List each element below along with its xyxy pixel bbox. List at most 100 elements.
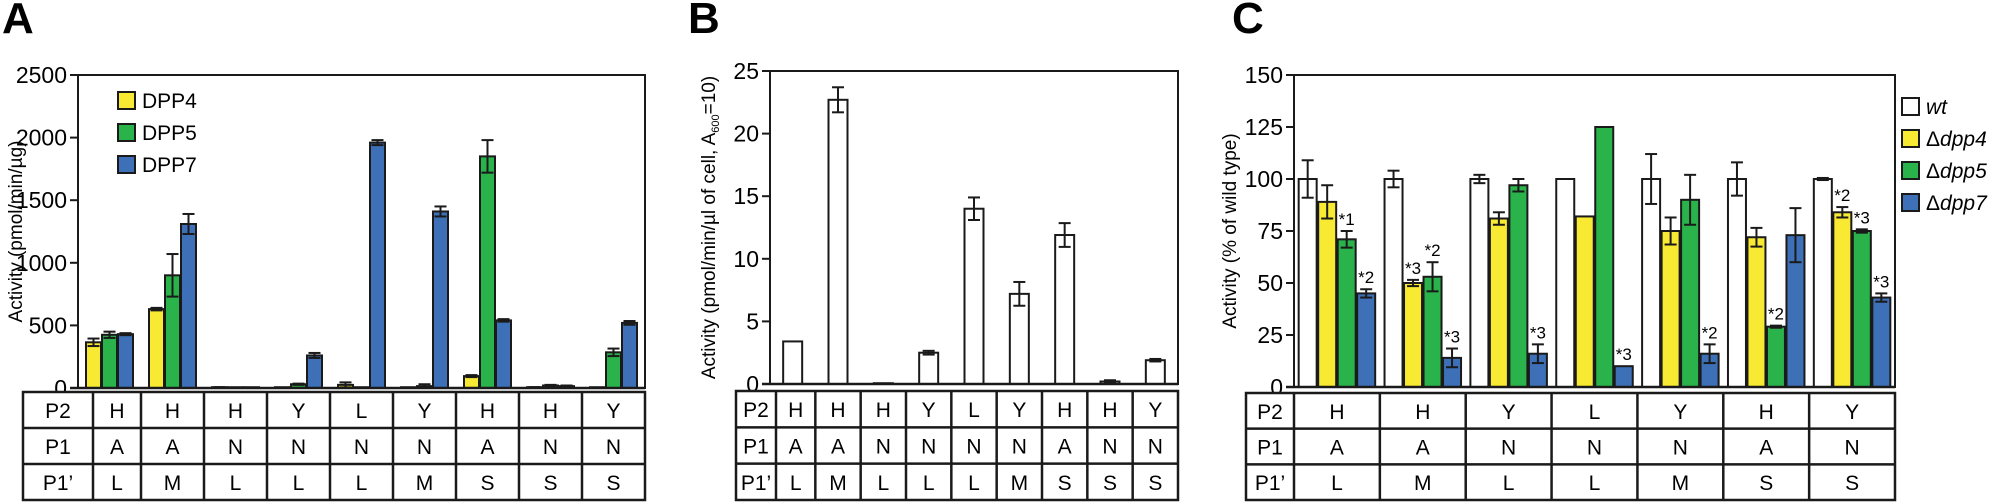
y-axis-label: Activity (% of wild type) (1220, 133, 1241, 328)
table-cell: L (1589, 401, 1601, 424)
table-cell: H (830, 399, 845, 422)
table-cell: N (1673, 437, 1688, 460)
residue-table-c: P2 H H Y L Y H Y P1 A A N N N A N P1’ L M L L M S S (1244, 391, 1897, 502)
bar-wt (1297, 178, 1318, 388)
table-cell: N (1148, 436, 1163, 459)
bar-wt (1383, 178, 1404, 388)
table-cell: L (923, 472, 935, 495)
table-cell: A (1330, 437, 1344, 460)
y-tick-label: 2000 (16, 125, 67, 151)
bar-dpp7 (432, 210, 449, 389)
table-cell: Y (606, 400, 620, 423)
table-cell: H (109, 400, 124, 423)
legend-label: wt (1926, 96, 1948, 119)
legend-label: Δdpp4 (1926, 128, 1987, 151)
table-cell: S (1103, 472, 1117, 495)
table-cell: A (480, 436, 494, 459)
significance-annotation: *3 (1405, 259, 1421, 278)
table-cell: Y (417, 400, 431, 423)
legend-label: Δdpp5 (1926, 160, 1987, 183)
table-cell: N (417, 436, 432, 459)
legend-label: Δdpp7 (1926, 192, 1988, 215)
table-cell: S (1058, 472, 1072, 495)
table-cell: M (1414, 472, 1432, 495)
table-cell: H (1057, 399, 1072, 422)
y-tick-label: 100 (1245, 166, 1283, 192)
table-cell: A (1416, 437, 1430, 460)
y-tick-label: 1000 (16, 250, 67, 276)
legend-swatch (117, 123, 136, 142)
table-row-label: P1’ (43, 472, 73, 495)
significance-annotation: *2 (1358, 268, 1374, 287)
table-cell: Y (922, 399, 936, 422)
table-row-label: P1 (45, 436, 71, 459)
table-cell: N (606, 436, 621, 459)
bar-wt (1555, 178, 1576, 388)
y-tick-label: 20 (733, 121, 759, 147)
y-tick-label: 1500 (16, 187, 67, 213)
y-tick-label: 2500 (16, 62, 67, 88)
bar-dpp5 (1680, 198, 1701, 388)
bar-dpp7 (180, 222, 197, 389)
table-row-label: P1 (1257, 437, 1283, 460)
table-cell: S (1845, 472, 1859, 495)
y-tick-label: 15 (733, 183, 759, 209)
table-cell: L (968, 399, 980, 422)
table-cell: N (543, 436, 558, 459)
bar-dpp4 (1403, 282, 1424, 388)
legend-label: DPP7 (142, 154, 197, 177)
legend-swatch (1901, 129, 1920, 148)
table-cell: H (788, 399, 803, 422)
table-cell: M (416, 472, 434, 495)
table-cell: H (876, 399, 891, 422)
table-row-label: P1’ (741, 472, 771, 495)
y-axis-label: Activity (pmol/min/µg) (6, 141, 27, 323)
y-tick-label: 10 (733, 246, 759, 272)
table-cell: S (606, 472, 620, 495)
bar-dpp7 (369, 141, 386, 389)
table-cell: L (356, 400, 368, 423)
table-cell: N (228, 436, 243, 459)
table-cell: L (111, 472, 123, 495)
y-axis-label: Activity (pmol/min/µl of cell, A600=10) (699, 76, 722, 379)
table-cell: L (877, 472, 889, 495)
table-cell: M (164, 472, 182, 495)
table-cell: H (543, 400, 558, 423)
bar-wt (1726, 178, 1747, 388)
table-cell: N (354, 436, 369, 459)
table-cell: L (356, 472, 368, 495)
bar-dpp7 (621, 321, 638, 389)
bar-wt (1812, 178, 1833, 388)
panel-label-c: C (1232, 0, 1264, 43)
bar-dpp5 (1594, 126, 1615, 388)
table-cell: H (1759, 401, 1774, 424)
y-tick-label: 5 (746, 308, 759, 334)
residue-table-a: P2 H H H Y L Y H H Y P1 A A N N N N A N N P1’ L M L L L M S S S (21, 390, 647, 502)
table-cell: Y (1148, 399, 1162, 422)
table-cell: L (1331, 472, 1343, 495)
table-cell: S (543, 472, 557, 495)
table-cell: N (291, 436, 306, 459)
table-cell: M (1672, 472, 1690, 495)
table-cell: N (1102, 436, 1117, 459)
significance-annotation: *3 (1873, 272, 1889, 291)
table-cell: L (230, 472, 242, 495)
table-cell: N (1844, 437, 1859, 460)
y-tick-label: 50 (1257, 270, 1283, 296)
bar-dpp4 (1660, 230, 1681, 388)
y-tick-label: 75 (1257, 218, 1283, 244)
bar-dpp4 (85, 341, 102, 389)
table-cell: L (1589, 472, 1601, 495)
bar-wtcells (782, 340, 804, 386)
legend-label: DPP5 (142, 122, 197, 145)
legend-swatch (1901, 97, 1920, 116)
bar-dpp7 (1871, 296, 1892, 388)
bar-wt (1641, 178, 1662, 388)
y-tick-label: 125 (1245, 114, 1283, 140)
table-cell: H (1102, 399, 1117, 422)
bar-wtcells (1054, 234, 1076, 385)
